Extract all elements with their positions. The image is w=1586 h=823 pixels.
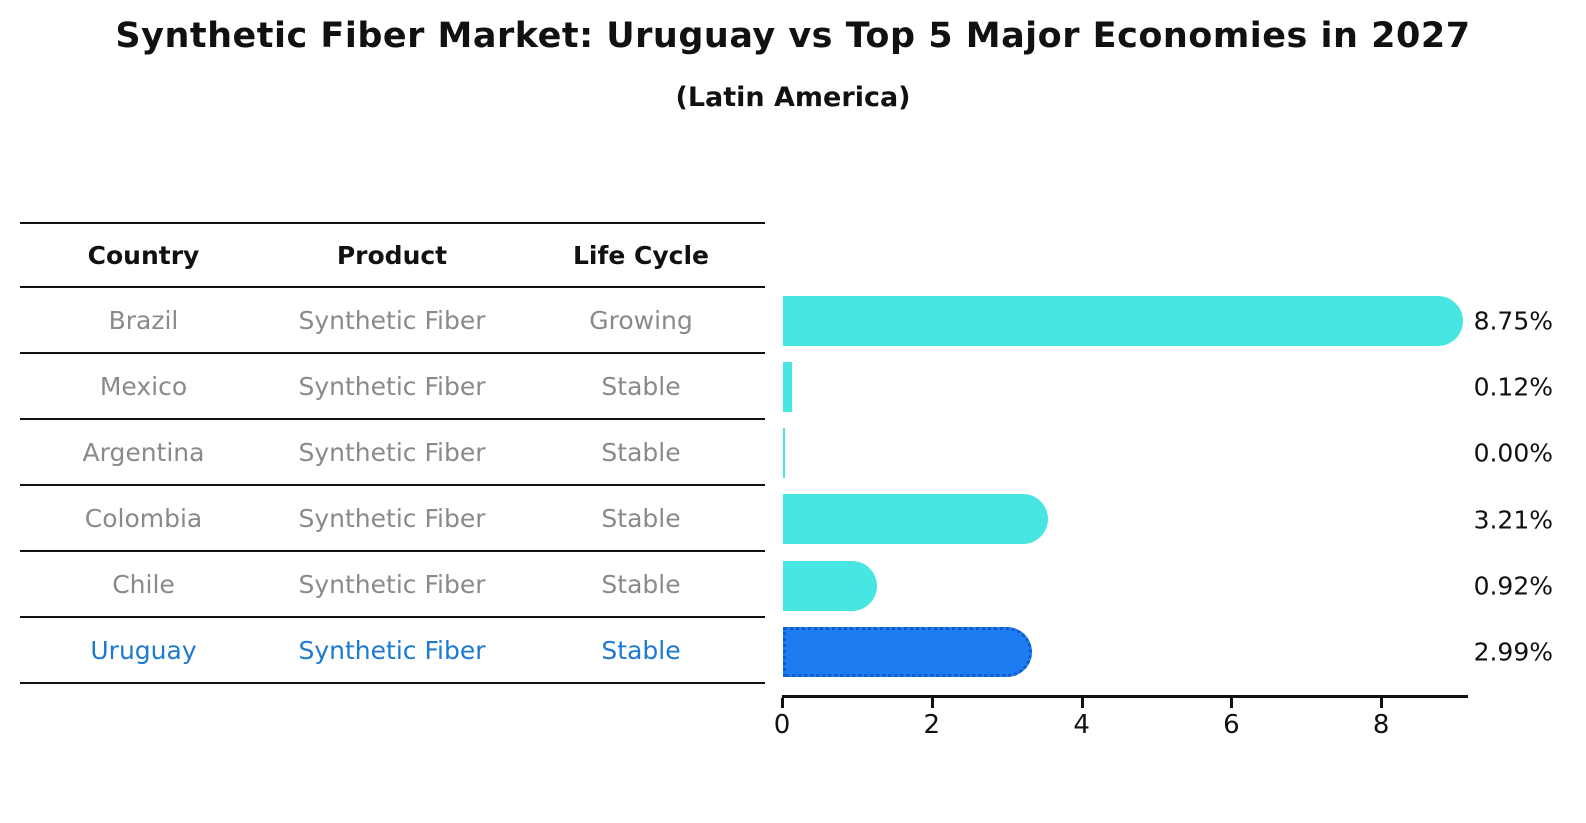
column-header-life-cycle: Life Cycle	[572, 240, 710, 270]
cell-life-cycle: Stable	[601, 569, 681, 599]
x-tick-mark	[1230, 698, 1234, 708]
table-row: Argentina Synthetic Fiber Stable	[20, 420, 765, 486]
cell-life-cycle: Stable	[601, 635, 681, 665]
table-row: Mexico Synthetic Fiber Stable	[20, 354, 765, 420]
x-axis-line	[782, 695, 1468, 698]
bar-row: 0.00%	[783, 420, 1586, 486]
cell-life-cycle: Growing	[589, 305, 693, 335]
cell-life-cycle: Stable	[601, 371, 681, 401]
cell-country: Colombia	[84, 503, 203, 533]
x-tick-mark	[1380, 698, 1384, 708]
table-row: Brazil Synthetic Fiber Growing	[20, 288, 765, 354]
cell-product: Synthetic Fiber	[298, 503, 486, 533]
bar-plot-area: 8.75% 0.12% 0.00% 3.21% 0.92% 2.99%	[783, 288, 1586, 685]
x-tick-mark	[930, 698, 934, 708]
column-header-product: Product	[336, 240, 448, 270]
x-tick-mark	[781, 698, 784, 708]
x-tick-label: 0	[773, 710, 791, 740]
bar-row: 8.75%	[783, 288, 1586, 354]
x-tick-label: 6	[1223, 710, 1240, 740]
value-label: 0.00%	[1473, 438, 1553, 468]
value-label: 0.12%	[1473, 372, 1553, 402]
bar-mexico	[783, 362, 792, 413]
cell-product: Synthetic Fiber	[298, 371, 486, 401]
column-header-country: Country	[87, 240, 200, 270]
bar-row: 3.21%	[783, 486, 1586, 552]
cell-product: Synthetic Fiber	[298, 305, 486, 335]
x-tick-mark	[1080, 698, 1084, 708]
cell-life-cycle: Stable	[601, 503, 681, 533]
x-tick-label: 4	[1073, 710, 1090, 740]
bar-chile	[783, 560, 877, 611]
bar-uruguay-highlight	[783, 626, 1032, 677]
bar-brazil	[783, 296, 1464, 346]
cell-country: Brazil	[108, 305, 179, 335]
table-row-highlight-uruguay: Uruguay Synthetic Fiber Stable	[20, 618, 765, 684]
table-row: Chile Synthetic Fiber Stable	[20, 552, 765, 618]
cell-country: Chile	[112, 569, 175, 599]
value-label: 3.21%	[1473, 505, 1553, 535]
bar-colombia	[783, 494, 1049, 545]
table-header-row: Country Product Life Cycle	[20, 222, 765, 288]
cell-country: Mexico	[99, 371, 188, 401]
bar-row: 2.99%	[783, 619, 1586, 685]
chart-title: Synthetic Fiber Market: Uruguay vs Top 5…	[115, 16, 1471, 56]
value-label: 8.75%	[1473, 306, 1553, 336]
bar-row: 0.12%	[783, 354, 1586, 420]
cell-product: Synthetic Fiber	[298, 635, 486, 665]
value-label: 2.99%	[1473, 637, 1553, 667]
x-tick-label: 8	[1372, 710, 1390, 740]
value-label: 0.92%	[1473, 571, 1553, 601]
country-table: Country Product Life Cycle Brazil Synthe…	[20, 222, 765, 684]
chart-subtitle: (Latin America)	[675, 82, 911, 113]
cell-life-cycle: Stable	[601, 437, 681, 467]
cell-product: Synthetic Fiber	[298, 437, 486, 467]
cell-country: Uruguay	[90, 635, 197, 665]
cell-product: Synthetic Fiber	[298, 569, 486, 599]
bar-argentina	[783, 428, 785, 479]
table-row: Colombia Synthetic Fiber Stable	[20, 486, 765, 552]
x-tick-label: 2	[923, 710, 941, 740]
bar-row: 0.92%	[783, 553, 1586, 619]
x-axis: 0 2 4 6 8	[774, 695, 1468, 740]
cell-country: Argentina	[82, 437, 205, 467]
